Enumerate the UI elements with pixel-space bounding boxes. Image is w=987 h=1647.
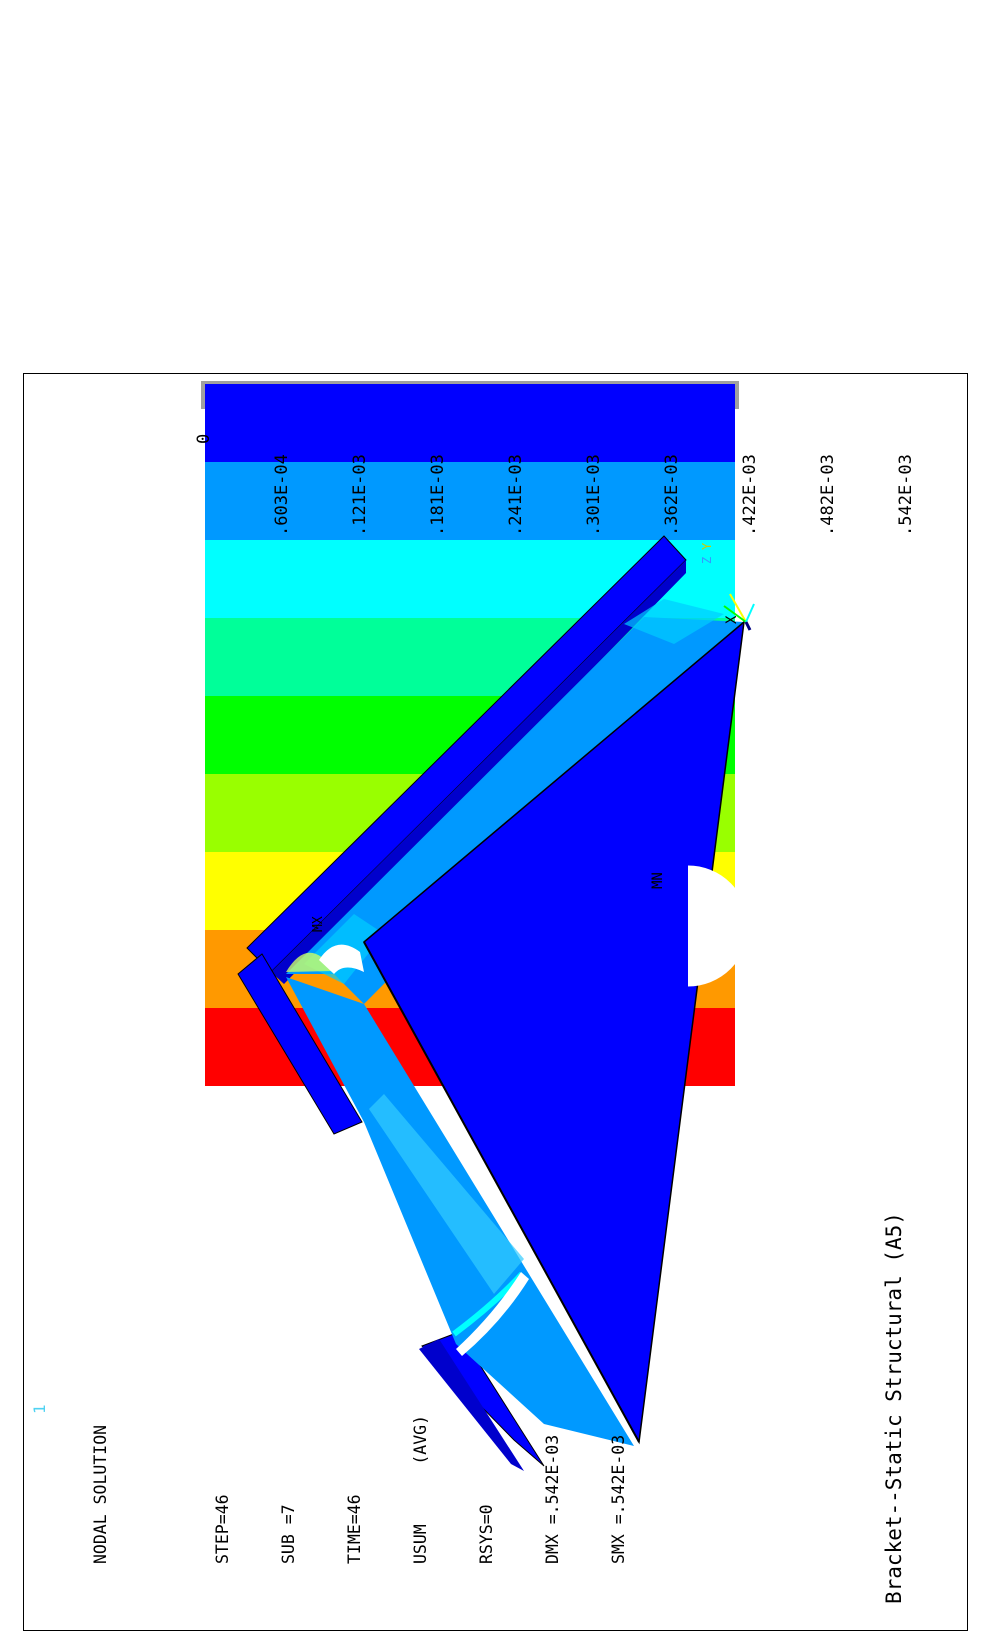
coordinate-triad [723,593,755,631]
legend-label: .181E-03 [428,454,448,536]
info-line: SUB =7 [279,1504,298,1564]
plot-window: 1 NODAL SOLUTION STEP=46 SUB =7 TIME=46 … [23,373,968,1631]
model-view [201,381,755,1471]
triad-x-label: X [724,615,740,624]
info-line: NODAL SOLUTION [91,1424,110,1564]
info-line: TIME=46 [345,1494,364,1564]
legend-label: .422E-03 [740,454,760,536]
main-plate [319,620,749,1445]
min-marker: MN [650,872,666,889]
legend-band [205,462,735,540]
solution-info: NODAL SOLUTION STEP=46 SUB =7 TIME=46 US… [46,1415,674,1564]
legend-label: .241E-03 [506,454,526,536]
info-line: USUM (AVG) [411,1414,430,1564]
legend-label: .482E-03 [818,454,838,536]
legend-label: .121E-03 [350,454,370,536]
triad-y-label: Y [700,542,714,550]
legend-label: .603E-04 [272,454,292,536]
info-line: RSYS=0 [477,1504,496,1564]
legend-label: .542E-03 [896,454,916,536]
info-line: SMX =.542E-03 [609,1434,628,1564]
info-line: STEP=46 [213,1494,232,1564]
max-marker: MX [311,916,326,932]
upper-web [286,599,744,1004]
triad-z-label: Z [700,556,714,564]
plot-title: Bracket--Static Structural (A5) [882,1212,906,1604]
window-number: 1 [30,1404,49,1414]
info-line: DMX =.542E-03 [543,1434,562,1564]
legend-band [205,384,735,462]
legend-label: .301E-03 [584,454,604,536]
legend-label: 0 [194,433,214,444]
legend-label: .362E-03 [662,454,682,536]
lower-flange [237,953,545,1471]
info-line [156,1415,168,1564]
